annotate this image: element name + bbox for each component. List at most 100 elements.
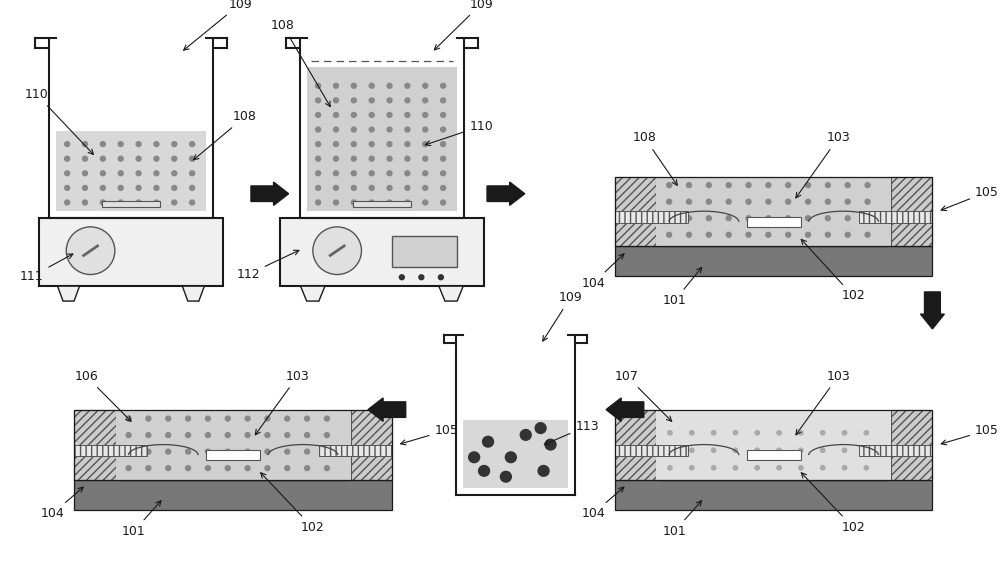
Circle shape [505,452,516,462]
Circle shape [369,83,374,88]
Circle shape [786,183,791,187]
Circle shape [205,433,210,438]
Circle shape [786,216,791,221]
Circle shape [387,112,392,117]
Circle shape [100,186,105,190]
Circle shape [65,171,70,176]
Text: 109: 109 [543,291,582,341]
Bar [656,177,891,246]
Text: 103: 103 [255,370,309,435]
Circle shape [126,433,131,438]
Circle shape [441,142,446,147]
Circle shape [136,142,141,147]
Circle shape [154,142,159,147]
Bar [74,445,147,456]
Circle shape [146,433,151,438]
Circle shape [441,200,446,205]
Bar [891,177,932,246]
Circle shape [369,171,374,176]
Bar [74,410,392,480]
Circle shape [154,156,159,161]
Circle shape [166,449,171,454]
Circle shape [369,112,374,117]
Circle shape [786,199,791,204]
Circle shape [733,448,738,453]
Circle shape [405,200,410,205]
Bar [747,450,801,460]
Circle shape [316,98,321,103]
Bar [615,246,932,276]
Circle shape [441,171,446,176]
Circle shape [766,216,771,221]
Circle shape [333,171,338,176]
Circle shape [687,216,691,221]
Circle shape [668,448,672,453]
Circle shape [865,199,870,204]
Circle shape [399,275,404,280]
Circle shape [469,452,480,462]
Circle shape [520,430,531,440]
Circle shape [806,199,811,204]
Bar [656,410,891,480]
Circle shape [285,416,290,421]
Circle shape [186,416,191,421]
Circle shape [190,156,195,161]
Circle shape [351,112,356,117]
Circle shape [733,466,738,470]
Circle shape [324,433,329,438]
Circle shape [126,449,131,454]
Text: 105: 105 [941,424,999,445]
Circle shape [387,171,392,176]
Bar [615,445,688,456]
Circle shape [842,431,847,435]
Circle shape [405,171,410,176]
Circle shape [387,200,392,205]
Circle shape [746,183,751,187]
Circle shape [351,156,356,161]
Circle shape [65,200,70,205]
Circle shape [821,448,825,453]
Circle shape [726,216,731,221]
Circle shape [405,83,410,88]
Circle shape [333,98,338,103]
Circle shape [351,186,356,190]
Circle shape [806,183,811,187]
Circle shape [83,156,87,161]
Circle shape [65,142,70,147]
Circle shape [766,199,771,204]
Polygon shape [301,286,325,301]
Bar [615,410,656,480]
Circle shape [726,199,731,204]
Circle shape [265,466,270,470]
Circle shape [766,183,771,187]
Circle shape [316,200,321,205]
Circle shape [305,433,310,438]
Circle shape [806,232,811,237]
Circle shape [83,200,87,205]
Circle shape [154,200,159,205]
Circle shape [423,142,428,147]
Circle shape [667,199,672,204]
Circle shape [687,232,691,237]
Circle shape [799,466,803,470]
Circle shape [479,465,490,476]
Text: 108: 108 [194,110,257,160]
Circle shape [746,216,751,221]
Circle shape [172,200,177,205]
Circle shape [387,156,392,161]
Circle shape [545,439,556,450]
Circle shape [316,127,321,132]
Circle shape [316,156,321,161]
Circle shape [83,142,87,147]
Polygon shape [487,182,525,205]
Text: 104: 104 [581,254,624,290]
Bar [39,218,223,286]
Bar [463,421,568,488]
Text: 104: 104 [41,487,83,520]
Circle shape [285,449,290,454]
Circle shape [66,227,115,274]
Circle shape [864,448,869,453]
Circle shape [225,433,230,438]
Circle shape [845,232,850,237]
Circle shape [706,216,711,221]
